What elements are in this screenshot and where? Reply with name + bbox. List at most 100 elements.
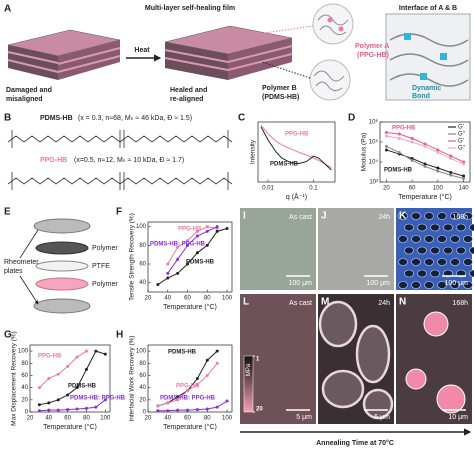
- domain: [463, 212, 473, 220]
- data-point: [397, 136, 401, 140]
- domain: [469, 223, 474, 232]
- x-tick-label: 40: [45, 416, 52, 422]
- data-point: [56, 398, 60, 402]
- y-tick-label: 20: [139, 397, 146, 403]
- data-point: [94, 349, 98, 353]
- x-tick-label: 0.01: [262, 186, 274, 192]
- domain: [405, 368, 427, 390]
- data-point: [166, 401, 170, 405]
- data-point: [462, 176, 466, 180]
- data-point: [156, 404, 160, 408]
- series-line: [157, 228, 228, 285]
- x-axis-label: Temperature (°C): [163, 423, 217, 431]
- data-point: [205, 225, 209, 229]
- rheometer-label: plates: [4, 268, 23, 275]
- series-label: PDMS-HB: [168, 350, 197, 356]
- y-axis-label: Modulus (Pa): [361, 133, 368, 172]
- data-point: [195, 408, 199, 412]
- domain: [424, 235, 434, 243]
- data-point: [436, 166, 440, 170]
- ppg-name: PPG-HB: [40, 157, 67, 164]
- ppg-brackets: [11, 172, 229, 190]
- data-point: [195, 377, 199, 380]
- data-point: [176, 245, 180, 249]
- dynamic-bond-label: Bond: [412, 93, 430, 100]
- data-point: [423, 144, 427, 148]
- annotation: PDMS-HB: [384, 168, 413, 174]
- domain: [404, 223, 414, 232]
- x-tick-label: 140: [459, 186, 470, 192]
- domain: [398, 235, 408, 243]
- data-point: [423, 164, 427, 168]
- colorbar-tick-label: 20: [256, 407, 263, 413]
- domain: [417, 246, 427, 255]
- data-point: [166, 276, 170, 280]
- x-axis-label: q (Å⁻¹): [286, 192, 307, 201]
- healed-label: Healed and: [170, 87, 207, 94]
- domain: [437, 212, 447, 220]
- healed-label: re-aligned: [170, 96, 203, 103]
- domain: [411, 235, 421, 243]
- y-tick-label: 60: [21, 373, 28, 379]
- annotation: PPG-HB: [392, 126, 416, 132]
- domain: [430, 223, 440, 232]
- data-point: [37, 403, 41, 407]
- data-point: [75, 386, 79, 390]
- domain: [417, 269, 427, 278]
- data-point: [423, 162, 427, 166]
- domain: [456, 246, 466, 255]
- y-tick-label: 10⁶: [369, 119, 379, 126]
- data-point: [75, 407, 79, 411]
- y-tick-label: 100: [136, 224, 147, 230]
- scale-label: 10 μm: [448, 414, 468, 421]
- y-tick-label: 60: [139, 262, 146, 268]
- domain: [411, 281, 421, 289]
- y-tick-label: 80: [139, 243, 146, 249]
- layer-label: PTFE: [92, 263, 110, 270]
- dynamic-bond-label: Dynamic: [412, 85, 441, 92]
- y-tick-label: 0: [25, 410, 29, 416]
- series-line: [167, 226, 218, 265]
- pointer: [257, 25, 314, 35]
- polymer-a-dot: [338, 26, 344, 32]
- data-point: [205, 373, 209, 377]
- y-axis-label: Intensity: [250, 139, 257, 164]
- domain: [450, 258, 460, 266]
- dynamic-bond-icon: [440, 53, 447, 60]
- domain: [430, 246, 440, 255]
- x-tick-label: 20: [383, 186, 390, 192]
- domain: [436, 384, 466, 414]
- panel-label: B: [4, 113, 11, 124]
- data-point: [225, 399, 229, 403]
- data-point: [205, 407, 209, 411]
- series-label: PDMS-HB: PPG-HB: [160, 396, 216, 402]
- data-point: [84, 349, 88, 353]
- panel-label: I: [243, 211, 246, 222]
- data-point: [195, 229, 199, 233]
- x-tick-label: 40: [164, 296, 171, 302]
- series-label: PDMS-HB: [186, 260, 215, 266]
- data-point: [397, 150, 401, 154]
- x-tick-label: 100: [222, 416, 233, 422]
- series-line: [167, 226, 218, 274]
- data-point: [186, 243, 190, 247]
- data-point: [449, 173, 453, 177]
- domain: [469, 269, 474, 278]
- data-point: [462, 174, 466, 178]
- series-label: PDMS-HB: [270, 162, 299, 168]
- data-point: [156, 409, 160, 413]
- panel-label: A: [4, 4, 11, 15]
- pdms-name: PDMS-HB: [40, 115, 73, 122]
- scale-label: 5 μm: [374, 414, 390, 421]
- data-point: [66, 364, 70, 368]
- data-point: [436, 169, 440, 173]
- panel-label: J: [321, 211, 327, 222]
- polymer-b-icon: [309, 59, 351, 101]
- series-label: PDMS-HB: PPG-HB: [70, 396, 126, 402]
- interface-label: Interface of A & B: [399, 5, 457, 12]
- domain: [469, 246, 474, 255]
- series-label: PPG-HB: [285, 132, 309, 138]
- domain: [398, 212, 408, 220]
- plot-frame: [379, 121, 471, 183]
- data-point: [186, 262, 190, 266]
